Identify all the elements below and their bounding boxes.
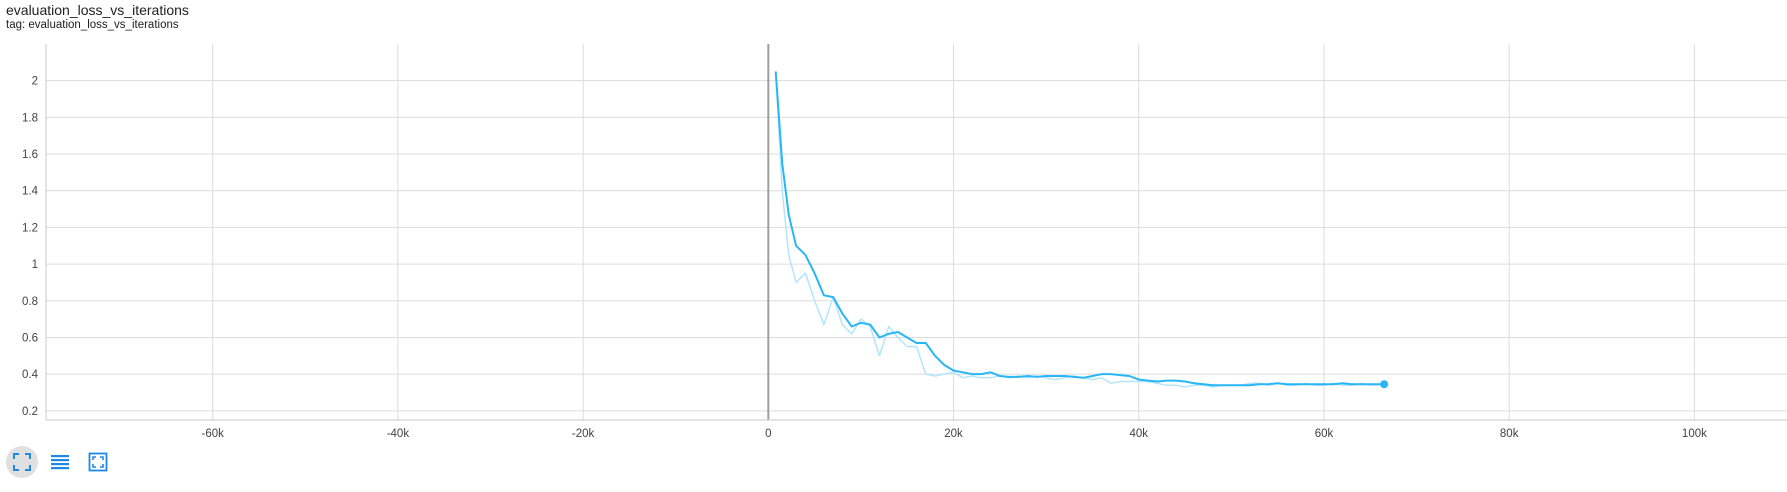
y-tick-label: 0.8 <box>22 296 38 308</box>
x-tick-label: 20k <box>944 428 963 440</box>
y-tick-label: 1.4 <box>22 186 39 198</box>
smoothed-series-line <box>774 71 1385 387</box>
y-tick-label: 0.4 <box>22 369 39 381</box>
y-tick-label: 2 <box>32 76 38 88</box>
chart-series <box>774 71 1389 389</box>
toggle-zoom-button[interactable] <box>82 446 114 478</box>
x-tick-label: 100k <box>1682 428 1707 440</box>
toggle-zoom-icon <box>88 452 108 472</box>
x-tick-label: 40k <box>1129 428 1148 440</box>
x-tick-label: -40k <box>387 428 410 440</box>
x-tick-label: 80k <box>1500 428 1519 440</box>
y-tick-label: 0.2 <box>22 406 38 418</box>
y-tick-label: 1.6 <box>22 149 38 161</box>
y-tick-label: 0.6 <box>22 332 38 344</box>
fit-domain-button[interactable] <box>6 446 38 478</box>
card-title: evaluation_loss_vs_iterations <box>6 2 189 18</box>
chart-toolbar <box>6 446 114 478</box>
chart-plot[interactable]: 0.2 0.4 0.6 0.8 1 1.2 1.4 1.6 1.8 2 -60k -40k -20k 0 2… <box>0 0 1787 440</box>
x-tick-label: -60k <box>202 428 225 440</box>
y-tick-label: 1.2 <box>22 222 38 234</box>
y-tick-label: 1 <box>32 259 38 271</box>
raw-series-line <box>774 71 1385 388</box>
fit-domain-icon <box>13 453 31 471</box>
card-tag: tag: evaluation_loss_vs_iterations <box>6 19 179 31</box>
x-tick-label: -20k <box>572 428 595 440</box>
toggle-log-scale-icon <box>51 455 69 470</box>
last-point-marker[interactable] <box>1380 380 1389 389</box>
x-tick-label: 0 <box>765 428 771 440</box>
chart-grid <box>46 44 1787 420</box>
y-tick-label: 1.8 <box>22 112 38 124</box>
x-tick-label: 60k <box>1315 428 1334 440</box>
toggle-log-scale-button[interactable] <box>44 446 76 478</box>
chart-axes: 0.2 0.4 0.6 0.8 1 1.2 1.4 1.6 1.8 2 -60k -40k -20k 0 2… <box>22 44 1787 440</box>
